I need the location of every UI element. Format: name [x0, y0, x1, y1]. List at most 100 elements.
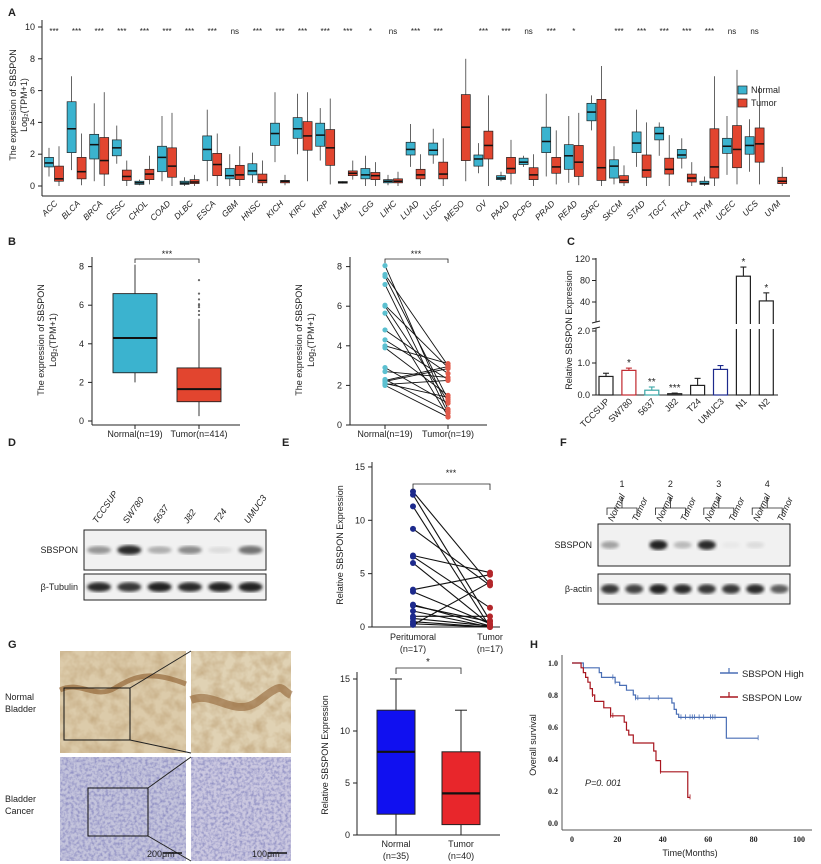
peritumoral-point	[410, 602, 416, 609]
outlier-point	[197, 292, 201, 295]
y-tick-label: 0.8	[548, 691, 558, 700]
box-iqr	[121, 169, 132, 181]
x-tick-label: SKCM	[600, 198, 625, 223]
x-tick-label: 100	[793, 835, 805, 844]
lane-label: Tumor	[678, 495, 698, 523]
pair-line	[384, 347, 449, 396]
x-tick-label: 5637	[636, 396, 657, 417]
normal-box-thym	[699, 176, 710, 186]
pair-line	[412, 617, 491, 627]
blot-band	[673, 541, 692, 549]
pair-line	[384, 312, 449, 417]
row-label: Cancer	[5, 806, 34, 816]
normal-box-esca	[202, 109, 213, 182]
legend-normal-label: Normal	[751, 85, 780, 95]
significance-label: ***	[185, 27, 194, 36]
axis-break-gap	[730, 324, 775, 329]
x-tick-label: ESCA	[194, 198, 218, 222]
group-bracket	[606, 497, 638, 515]
bladder-cancer-low-mag-texture	[60, 757, 186, 861]
significance-label: ***	[637, 27, 646, 36]
y-tick-label: 0	[360, 622, 365, 632]
tumor-box-prad	[551, 130, 562, 185]
significance-bracket	[412, 483, 491, 490]
box-iqr	[89, 133, 100, 160]
y-tick-label: 40	[580, 297, 590, 307]
x-tick-label: T24	[685, 396, 703, 414]
normal-box-chol	[134, 179, 145, 186]
normal-box-luad	[405, 123, 416, 167]
peritumoral-point	[410, 607, 416, 614]
peritumoral-point	[410, 525, 416, 532]
outlier-point	[197, 306, 201, 309]
significance-label: *	[741, 257, 745, 268]
blot-row-1	[83, 573, 267, 601]
group-bracket	[703, 497, 735, 515]
significance-label: ***	[321, 27, 330, 36]
x-tick-label: PRAD	[533, 198, 557, 222]
pair-line	[384, 329, 449, 374]
tumor-point	[445, 400, 451, 406]
x-tick-label: UCEC	[713, 198, 738, 223]
blot-band	[746, 541, 765, 549]
blot-row-label: SBSPON	[554, 540, 592, 550]
normal-box-dlbc	[179, 177, 190, 186]
tumor-box-gbm	[234, 146, 245, 186]
y-tick-label: 0	[345, 830, 350, 840]
blot-band	[746, 584, 765, 594]
group-bracket	[751, 497, 783, 515]
lane-label: Tumor	[630, 495, 650, 523]
y-tick-label: 1.0	[548, 659, 558, 668]
box-iqr	[732, 125, 742, 169]
lane-label: Normal	[751, 491, 773, 522]
blot-band	[697, 584, 716, 594]
y-tick-label: 0	[79, 416, 84, 426]
box-iqr	[518, 157, 529, 165]
pair-line	[412, 623, 491, 628]
bar-t24	[689, 384, 706, 396]
y-tick-label: 1.0	[577, 358, 590, 368]
row-label: Bladder	[5, 794, 36, 804]
significance-label: ***	[705, 27, 714, 36]
significance-label: ***	[275, 27, 284, 36]
outlier-point	[197, 298, 201, 301]
outlier-point	[197, 279, 201, 282]
tumor-box-acc	[54, 146, 64, 186]
pair-line	[384, 368, 449, 382]
lane-label: Tumor	[775, 495, 795, 523]
x-tick-label: BLCA	[59, 198, 82, 221]
pair-line	[412, 581, 491, 626]
legend-tumor-label: Tumor	[751, 98, 777, 108]
normal-box-ucec	[722, 116, 732, 175]
x-tick-label: LIHC	[378, 198, 399, 219]
x-tick-label: 0	[570, 835, 574, 844]
tumor-box-ucec	[732, 69, 742, 185]
group-number: 3	[716, 479, 721, 489]
pair-line	[412, 574, 491, 591]
significance-label: ***	[446, 468, 457, 478]
panel-label: F	[560, 437, 567, 449]
x-tick-label: PCPG	[510, 198, 534, 222]
x-tick-label: TCCSUP	[578, 396, 611, 429]
normal-box-paad	[496, 171, 506, 182]
pair-line	[384, 371, 449, 378]
pair-line	[384, 367, 449, 404]
x-tick-label: Normal(n=19)	[357, 429, 412, 439]
outlier-point	[197, 313, 201, 316]
x-tick-label: 40	[659, 835, 667, 844]
significance-label: ns	[728, 27, 736, 36]
y-tick-label: 6	[79, 300, 84, 310]
normal-bladder-low-mag-texture	[60, 651, 186, 753]
box-iqr	[257, 173, 268, 184]
y-axis-label: Relative SBSPON Expression	[320, 695, 330, 815]
significance-bracket	[384, 258, 449, 263]
box-iqr	[528, 167, 539, 180]
outlier-point	[197, 309, 201, 313]
row-label: Bladder	[5, 704, 36, 714]
x-tick-label: 60	[704, 835, 712, 844]
significance-label: ***	[298, 27, 307, 36]
normal-box-blca	[66, 76, 77, 171]
tumor-box-luad	[415, 154, 426, 186]
